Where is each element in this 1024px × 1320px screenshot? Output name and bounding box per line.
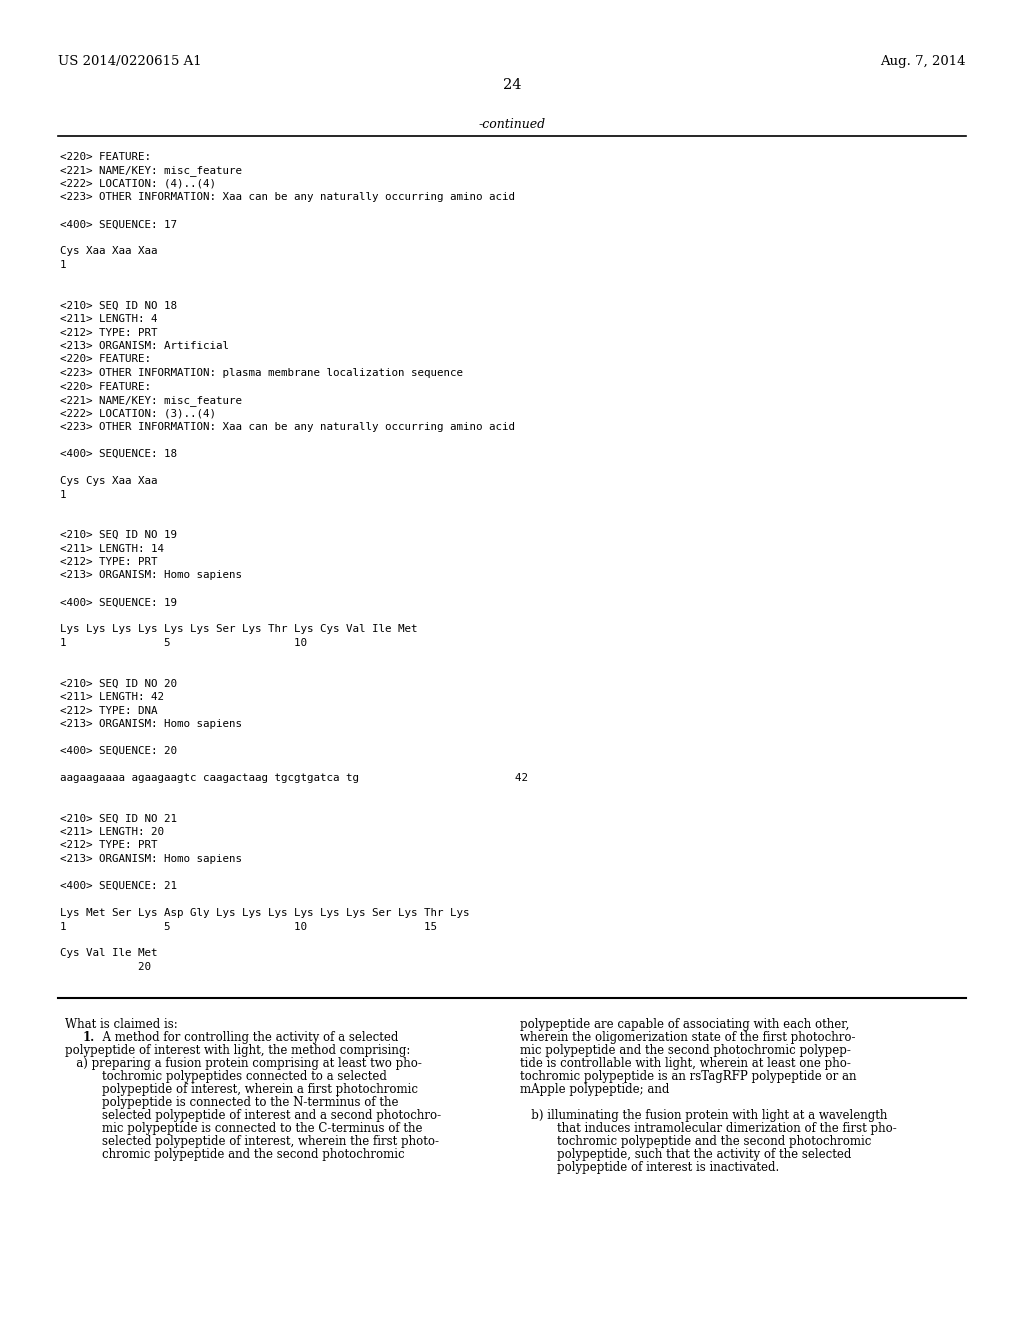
Text: tochromic polypeptide and the second photochromic: tochromic polypeptide and the second pho… (557, 1135, 871, 1148)
Text: <221> NAME/KEY: misc_feature: <221> NAME/KEY: misc_feature (60, 395, 242, 407)
Text: <212> TYPE: DNA: <212> TYPE: DNA (60, 705, 158, 715)
Text: 1: 1 (60, 490, 67, 499)
Text: selected polypeptide of interest, wherein the first photo-: selected polypeptide of interest, wherei… (102, 1135, 439, 1148)
Text: <221> NAME/KEY: misc_feature: <221> NAME/KEY: misc_feature (60, 165, 242, 177)
Text: <400> SEQUENCE: 19: <400> SEQUENCE: 19 (60, 598, 177, 607)
Text: b) illuminating the fusion protein with light at a wavelength: b) illuminating the fusion protein with … (520, 1109, 888, 1122)
Text: <220> FEATURE:: <220> FEATURE: (60, 381, 151, 392)
Text: <211> LENGTH: 14: <211> LENGTH: 14 (60, 544, 164, 553)
Text: What is claimed is:: What is claimed is: (65, 1018, 178, 1031)
Text: <220> FEATURE:: <220> FEATURE: (60, 152, 151, 162)
Text: polypeptide of interest is inactivated.: polypeptide of interest is inactivated. (557, 1162, 779, 1173)
Text: 1               5                   10                  15: 1 5 10 15 (60, 921, 437, 932)
Text: 1.: 1. (83, 1031, 95, 1044)
Text: tochromic polypeptides connected to a selected: tochromic polypeptides connected to a se… (102, 1071, 387, 1082)
Text: <210> SEQ ID NO 18: <210> SEQ ID NO 18 (60, 301, 177, 310)
Text: <223> OTHER INFORMATION: plasma membrane localization sequence: <223> OTHER INFORMATION: plasma membrane… (60, 368, 463, 378)
Text: <400> SEQUENCE: 21: <400> SEQUENCE: 21 (60, 880, 177, 891)
Text: polypeptide is connected to the N-terminus of the: polypeptide is connected to the N-termin… (102, 1096, 398, 1109)
Text: mic polypeptide is connected to the C-terminus of the: mic polypeptide is connected to the C-te… (102, 1122, 423, 1135)
Text: Aug. 7, 2014: Aug. 7, 2014 (881, 55, 966, 69)
Text: <223> OTHER INFORMATION: Xaa can be any naturally occurring amino acid: <223> OTHER INFORMATION: Xaa can be any … (60, 422, 515, 432)
Text: mic polypeptide and the second photochromic polypep-: mic polypeptide and the second photochro… (520, 1044, 851, 1057)
Text: <212> TYPE: PRT: <212> TYPE: PRT (60, 327, 158, 338)
Text: chromic polypeptide and the second photochromic: chromic polypeptide and the second photo… (102, 1148, 404, 1162)
Text: polypeptide of interest with light, the method comprising:: polypeptide of interest with light, the … (65, 1044, 411, 1057)
Text: tide is controllable with light, wherein at least one pho-: tide is controllable with light, wherein… (520, 1057, 851, 1071)
Text: aagaagaaaa agaagaagtc caagactaag tgcgtgatca tg                        42: aagaagaaaa agaagaagtc caagactaag tgcgtga… (60, 774, 528, 783)
Text: <210> SEQ ID NO 19: <210> SEQ ID NO 19 (60, 531, 177, 540)
Text: <211> LENGTH: 20: <211> LENGTH: 20 (60, 828, 164, 837)
Text: polypeptide, such that the activity of the selected: polypeptide, such that the activity of t… (557, 1148, 851, 1162)
Text: selected polypeptide of interest and a second photochro-: selected polypeptide of interest and a s… (102, 1109, 441, 1122)
Text: Cys Val Ile Met: Cys Val Ile Met (60, 949, 158, 958)
Text: a) preparing a fusion protein comprising at least two pho-: a) preparing a fusion protein comprising… (65, 1057, 422, 1071)
Text: polypeptide of interest, wherein a first photochromic: polypeptide of interest, wherein a first… (102, 1082, 418, 1096)
Text: Lys Met Ser Lys Asp Gly Lys Lys Lys Lys Lys Lys Ser Lys Thr Lys: Lys Met Ser Lys Asp Gly Lys Lys Lys Lys … (60, 908, 469, 917)
Text: A method for controlling the activity of a selected: A method for controlling the activity of… (95, 1031, 398, 1044)
Text: wherein the oligomerization state of the first photochro-: wherein the oligomerization state of the… (520, 1031, 855, 1044)
Text: <213> ORGANISM: Artificial: <213> ORGANISM: Artificial (60, 341, 229, 351)
Text: Cys Xaa Xaa Xaa: Cys Xaa Xaa Xaa (60, 247, 158, 256)
Text: <223> OTHER INFORMATION: Xaa can be any naturally occurring amino acid: <223> OTHER INFORMATION: Xaa can be any … (60, 193, 515, 202)
Text: <210> SEQ ID NO 20: <210> SEQ ID NO 20 (60, 678, 177, 689)
Text: <222> LOCATION: (3)..(4): <222> LOCATION: (3)..(4) (60, 408, 216, 418)
Text: Lys Lys Lys Lys Lys Lys Ser Lys Thr Lys Cys Val Ile Met: Lys Lys Lys Lys Lys Lys Ser Lys Thr Lys … (60, 624, 418, 635)
Text: <211> LENGTH: 42: <211> LENGTH: 42 (60, 692, 164, 702)
Text: Cys Cys Xaa Xaa: Cys Cys Xaa Xaa (60, 477, 158, 486)
Text: <400> SEQUENCE: 20: <400> SEQUENCE: 20 (60, 746, 177, 756)
Text: <212> TYPE: PRT: <212> TYPE: PRT (60, 557, 158, 568)
Text: 20: 20 (60, 962, 151, 972)
Text: <213> ORGANISM: Homo sapiens: <213> ORGANISM: Homo sapiens (60, 570, 242, 581)
Text: <400> SEQUENCE: 18: <400> SEQUENCE: 18 (60, 449, 177, 459)
Text: 24: 24 (503, 78, 521, 92)
Text: US 2014/0220615 A1: US 2014/0220615 A1 (58, 55, 202, 69)
Text: <210> SEQ ID NO 21: <210> SEQ ID NO 21 (60, 813, 177, 824)
Text: <222> LOCATION: (4)..(4): <222> LOCATION: (4)..(4) (60, 180, 216, 189)
Text: <213> ORGANISM: Homo sapiens: <213> ORGANISM: Homo sapiens (60, 719, 242, 729)
Text: 1               5                   10: 1 5 10 (60, 638, 307, 648)
Text: -continued: -continued (478, 117, 546, 131)
Text: 1: 1 (60, 260, 67, 271)
Text: <211> LENGTH: 4: <211> LENGTH: 4 (60, 314, 158, 323)
Text: mApple polypeptide; and: mApple polypeptide; and (520, 1082, 670, 1096)
Text: <213> ORGANISM: Homo sapiens: <213> ORGANISM: Homo sapiens (60, 854, 242, 865)
Text: <212> TYPE: PRT: <212> TYPE: PRT (60, 841, 158, 850)
Text: that induces intramolecular dimerization of the first pho-: that induces intramolecular dimerization… (557, 1122, 897, 1135)
Text: <400> SEQUENCE: 17: <400> SEQUENCE: 17 (60, 219, 177, 230)
Text: polypeptide are capable of associating with each other,: polypeptide are capable of associating w… (520, 1018, 849, 1031)
Text: tochromic polypeptide is an rsTagRFP polypeptide or an: tochromic polypeptide is an rsTagRFP pol… (520, 1071, 856, 1082)
Text: <220> FEATURE:: <220> FEATURE: (60, 355, 151, 364)
